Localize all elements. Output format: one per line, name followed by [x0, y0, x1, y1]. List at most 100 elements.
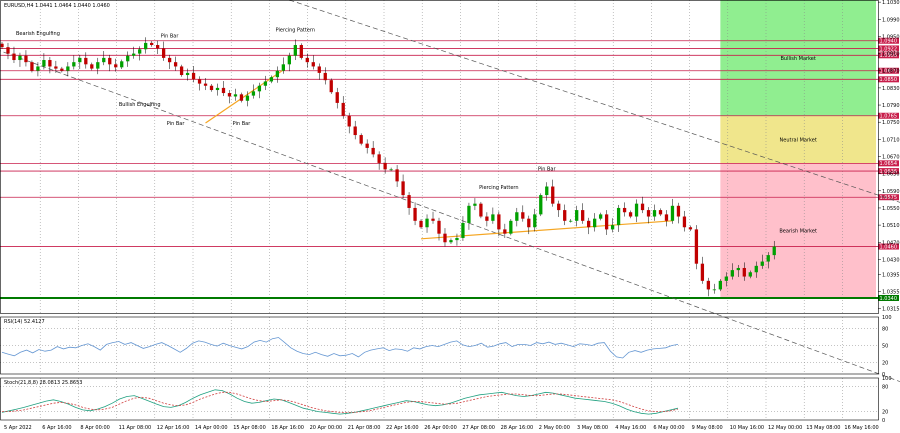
candle-up	[449, 240, 453, 243]
candle-down	[30, 62, 34, 71]
candle-down	[557, 203, 561, 211]
y-tick-label: 1.0630	[882, 172, 900, 178]
y-tick-label: 1.0510	[882, 223, 900, 229]
candle-down	[479, 203, 483, 217]
candle-up	[461, 222, 465, 238]
candle-up	[287, 55, 291, 65]
candle-down	[383, 162, 387, 170]
candle-down	[167, 57, 172, 63]
pattern-label: Bearish Engulfing	[16, 31, 60, 37]
zone-label: Bullish Market	[781, 56, 816, 62]
candle-up	[491, 214, 495, 221]
y-tick-label: 1.0750	[882, 120, 900, 126]
zone-label: Bearish Market	[779, 229, 817, 235]
candle-down	[688, 227, 693, 230]
upper-channel-line	[289, 0, 900, 203]
level-tag-label: 1.0870	[880, 69, 898, 75]
candle-down	[646, 210, 651, 217]
candle-up	[245, 95, 250, 101]
pattern-label: Pin Bar	[167, 121, 186, 127]
y-tick-label: 1.0430	[882, 257, 900, 263]
x-tick-label: 11 Apr 08:00	[119, 425, 152, 431]
level-tag-label: 1.0654	[880, 161, 898, 167]
candle-down	[299, 45, 303, 58]
candle-up	[96, 62, 100, 69]
x-tick-label: 10 May 16:00	[730, 425, 764, 431]
candle-up	[515, 212, 519, 221]
candle-down	[335, 92, 339, 103]
candle-up	[533, 214, 537, 228]
candle-down	[179, 66, 184, 76]
x-tick-label: 4 May 16:00	[615, 425, 646, 431]
x-tick-label: 27 Apr 08:00	[462, 425, 495, 431]
candle-up	[42, 60, 46, 67]
rsi-tick-label: 100	[882, 315, 892, 321]
candle-down	[108, 57, 112, 65]
candle-up	[754, 265, 758, 273]
candle-down	[359, 135, 363, 144]
candle-up	[748, 272, 752, 277]
candle-down	[221, 87, 226, 94]
level-tag	[878, 37, 899, 44]
y-tick-label: 1.0830	[882, 86, 900, 92]
candle-up	[263, 81, 268, 86]
candle-up	[389, 169, 393, 171]
candle-up	[36, 66, 40, 71]
candle-down	[311, 62, 315, 67]
candle-down	[628, 212, 633, 217]
y-tick-label: 1.0395	[882, 272, 900, 278]
x-tick-label: 28 Apr 16:00	[501, 425, 534, 431]
candle-up	[120, 61, 124, 68]
y-tick-label: 1.0590	[882, 189, 900, 195]
candle-up	[670, 205, 675, 221]
candle-down	[155, 45, 160, 49]
rsi-panel: 100 80 50 20 0	[0, 315, 892, 378]
chart-info: EURUSD,H4 1.0441 1.0464 1.0440 1.0460	[4, 3, 110, 9]
candle-up	[718, 280, 723, 290]
pattern-label: Pin Bar	[538, 167, 557, 173]
candle-down	[191, 72, 196, 80]
candle-down	[6, 47, 10, 54]
x-tick-label: 15 Apr 08:00	[233, 425, 266, 431]
zone-neutral-market	[720, 115, 876, 164]
candle-down	[60, 68, 64, 71]
candle-down	[323, 72, 327, 81]
candle-up	[126, 55, 130, 62]
stoch-tick-label: 100	[882, 376, 892, 382]
candlestick-series	[0, 37, 776, 297]
stoch-panel-border	[0, 377, 879, 421]
candle-up	[138, 49, 142, 54]
candle-up	[78, 57, 82, 63]
candle-down	[150, 42, 154, 46]
candle-up	[545, 186, 549, 196]
candle-up	[455, 237, 459, 241]
candle-up	[766, 255, 770, 262]
x-tick-label: 3 May 08:00	[577, 425, 608, 431]
y-tick-label: 1.0790	[882, 103, 900, 109]
candle-down	[239, 94, 244, 101]
candle-up	[539, 195, 543, 215]
pattern-label: Pin Bar	[161, 33, 180, 39]
candle-down	[527, 218, 531, 228]
y-tick-label: 1.0870	[882, 69, 900, 75]
rsi-tick-label: 20	[882, 361, 888, 367]
level-tag-label: 1.0940	[880, 39, 898, 45]
candle-down	[664, 214, 669, 221]
candle-down	[676, 205, 681, 217]
candle-up	[293, 45, 297, 56]
pattern-label: Piercing Pattern	[479, 185, 518, 191]
candle-down	[0, 43, 4, 48]
candle-up	[760, 261, 764, 266]
candle-down	[209, 85, 214, 91]
y-tick-label: 1.0470	[882, 240, 900, 246]
candle-down	[347, 115, 351, 127]
x-tick-label: 6 May 00:00	[653, 425, 684, 431]
level-tag	[878, 76, 899, 83]
candle-down	[706, 280, 711, 290]
candle-up	[72, 62, 76, 67]
candle-up	[233, 94, 238, 97]
market-zones: Bullish Market Neutral Market Bearish Mark…	[720, 0, 876, 298]
pattern-label: Bullish Engulfing	[119, 102, 161, 108]
lower-channel-line	[0, 50, 900, 382]
